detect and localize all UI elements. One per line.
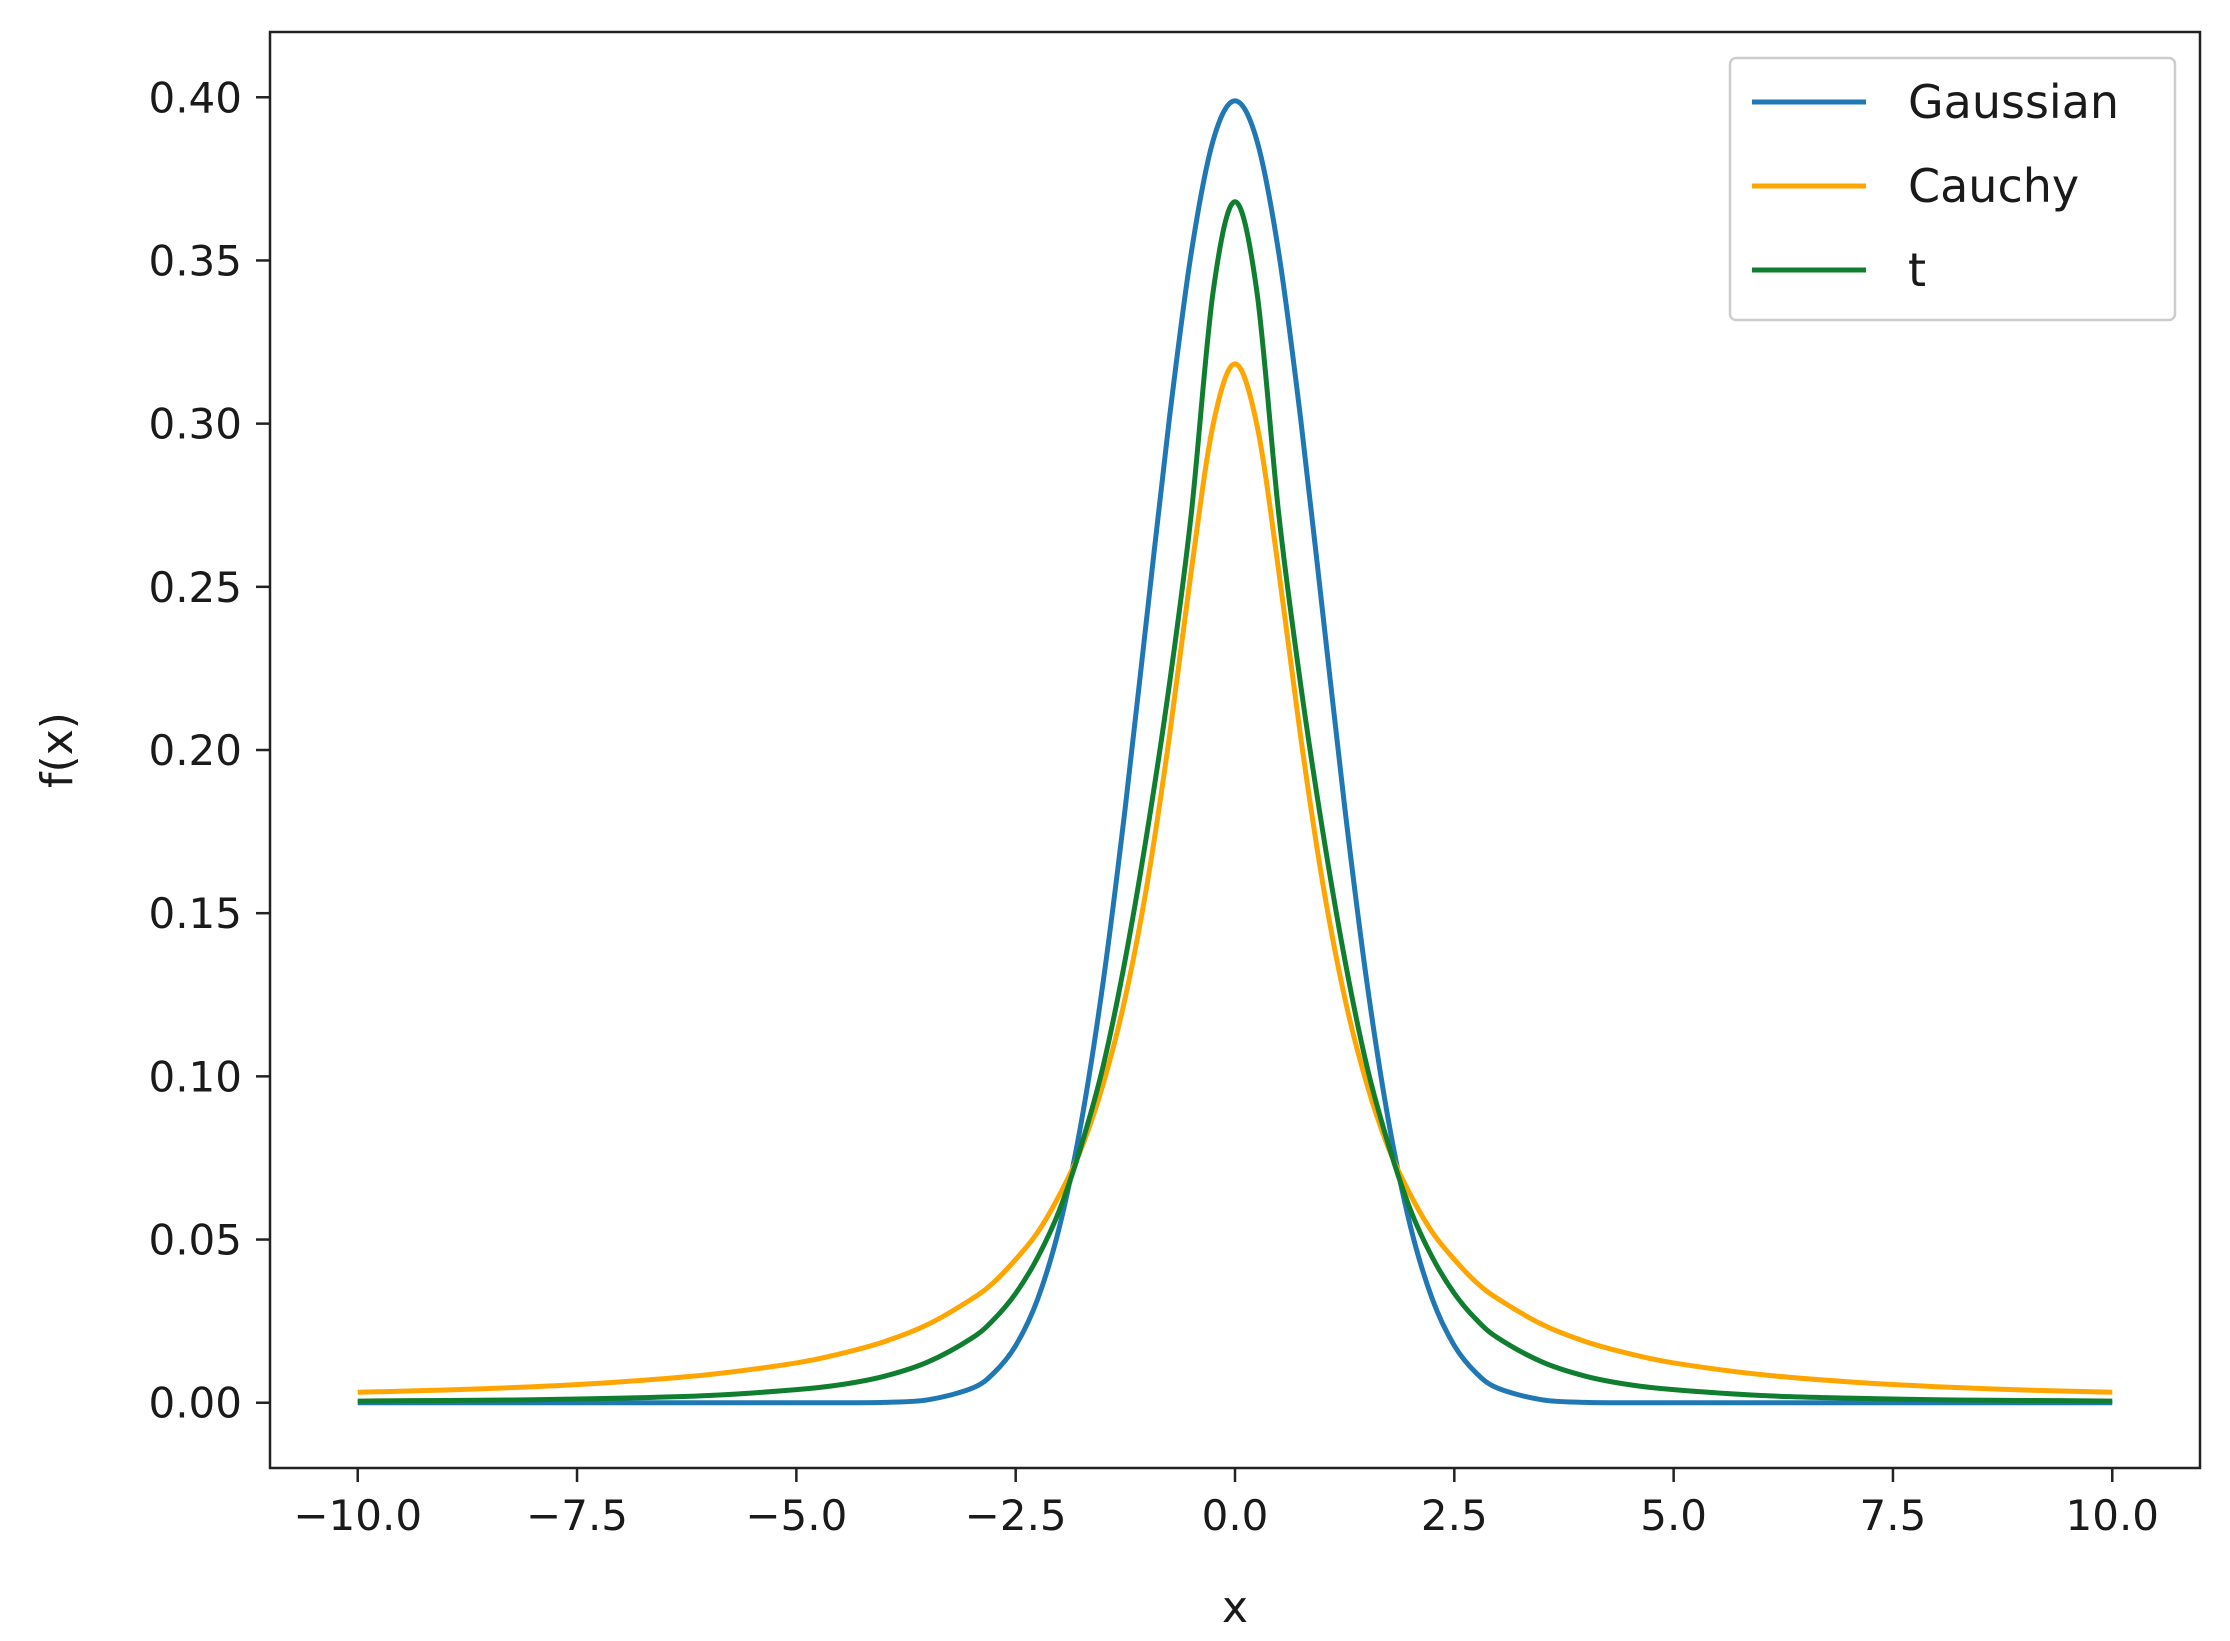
y-tick-label: 0.20 bbox=[148, 726, 242, 775]
x-tick-label: −5.0 bbox=[745, 1491, 847, 1540]
y-tick-label: 0.30 bbox=[148, 400, 242, 449]
y-tick-label: 0.00 bbox=[148, 1379, 242, 1428]
x-tick-label: 10.0 bbox=[2066, 1491, 2160, 1540]
legend-label-cauchy: Cauchy bbox=[1908, 159, 2079, 213]
series-group bbox=[357, 98, 2113, 1406]
x-tick-label: −10.0 bbox=[293, 1491, 422, 1540]
legend-label-gaussian: Gaussian bbox=[1908, 75, 2119, 129]
x-tick-label: 5.0 bbox=[1640, 1491, 1707, 1540]
x-axis: −10.0 −7.5 −5.0 −2.5 0.0 2.5 5.0 7.5 10.0 bbox=[293, 1468, 2159, 1540]
series-line-t bbox=[357, 199, 2113, 1404]
y-tick-label: 0.10 bbox=[148, 1052, 242, 1101]
y-axis: 0.00 0.05 0.10 0.15 0.20 0.25 0.30 0.35 0.40 bbox=[148, 73, 270, 1428]
legend-box bbox=[1728, 56, 2177, 322]
y-tick-label: 0.35 bbox=[148, 236, 242, 285]
x-tick-label: 2.5 bbox=[1421, 1491, 1488, 1540]
x-tick-label: 7.5 bbox=[1860, 1491, 1927, 1540]
legend-label-t: t bbox=[1908, 243, 1926, 297]
y-tick-label: 0.15 bbox=[148, 889, 242, 938]
y-tick-label: 0.25 bbox=[148, 563, 242, 612]
series-line-gaussian bbox=[357, 98, 2113, 1406]
x-tick-label: −2.5 bbox=[965, 1491, 1067, 1540]
x-tick-label: 0.0 bbox=[1202, 1491, 1269, 1540]
series-line-cauchy bbox=[357, 361, 2113, 1395]
legend: Gaussian Cauchy t bbox=[1728, 56, 2177, 322]
x-axis-label: x bbox=[1222, 1582, 1248, 1633]
x-tick-label: −7.5 bbox=[526, 1491, 628, 1540]
y-tick-label: 0.05 bbox=[148, 1216, 242, 1265]
y-axis-label: f(x) bbox=[32, 712, 83, 788]
y-tick-label: 0.40 bbox=[148, 73, 242, 122]
